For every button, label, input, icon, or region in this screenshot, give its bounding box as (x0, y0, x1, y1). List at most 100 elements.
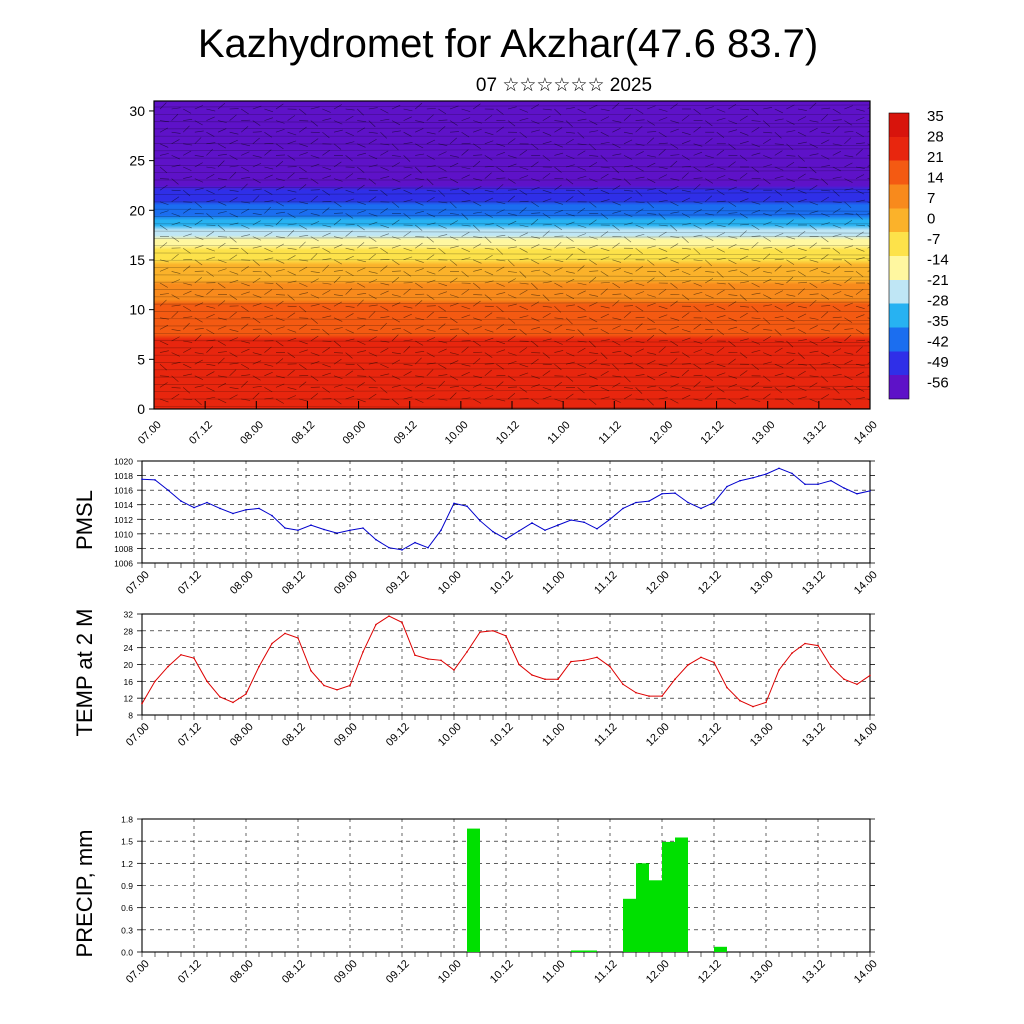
wind-barb (171, 279, 181, 284)
wind-barb (577, 282, 587, 286)
wind-barb (484, 329, 494, 333)
wind-barb (183, 305, 192, 311)
contour-line (154, 208, 870, 212)
wind-barb (496, 108, 504, 115)
wind-barb (414, 357, 422, 365)
wind-barb (797, 396, 807, 400)
wind-barb (426, 311, 434, 319)
wind-barb (368, 120, 376, 128)
wind-barb (194, 277, 202, 284)
wind-barb (171, 196, 180, 203)
wind-barb (739, 294, 747, 301)
wind-barb (635, 119, 645, 121)
wind-barb (565, 236, 574, 242)
wind-barb (287, 369, 295, 377)
wind-barb (681, 213, 691, 218)
wind-barb (786, 259, 795, 265)
wind-barb (751, 381, 760, 388)
wind-barb (589, 294, 599, 297)
wind-barb (403, 387, 412, 392)
wind-barb (809, 185, 818, 191)
wind-barb (705, 360, 714, 365)
wind-barb (252, 220, 261, 226)
wind-barb (658, 371, 668, 377)
wind-barb (275, 340, 284, 347)
wind-barb (484, 280, 494, 284)
series-point (544, 678, 546, 680)
wind-barb (171, 336, 180, 342)
series-point (440, 529, 442, 531)
wind-barb (229, 362, 239, 365)
wind-barb (855, 314, 865, 319)
wind-barb (832, 323, 840, 330)
wind-barb (519, 289, 528, 295)
wind-barb (612, 242, 620, 249)
wind-barb (299, 259, 309, 262)
wind-barb (415, 102, 423, 110)
wind-barb (809, 340, 818, 346)
wind-barb (774, 315, 784, 319)
wind-barb (507, 220, 517, 226)
wind-barb (275, 358, 284, 365)
wind-barb (252, 375, 261, 381)
wind-barb (600, 108, 610, 112)
wind-barb (832, 265, 841, 272)
wind-barb (531, 120, 540, 125)
y-tick-label: 8 (128, 711, 133, 721)
wind-barb (275, 160, 284, 168)
series-point (141, 702, 143, 705)
wind-barb (751, 143, 761, 148)
series-point (258, 507, 260, 510)
wind-barb (774, 387, 783, 394)
wind-barb (565, 278, 575, 284)
wind-barb (821, 189, 831, 192)
wind-barb (577, 305, 586, 311)
wind-barb (264, 231, 273, 237)
wind-barb (589, 270, 599, 272)
wind-barb (832, 305, 841, 312)
wind-barb (287, 280, 297, 284)
wind-barb (542, 329, 552, 334)
wind-barb (867, 270, 870, 272)
wind-barb (449, 277, 458, 284)
wind-barb (751, 398, 761, 402)
wind-barb (357, 224, 365, 231)
wind-barb (484, 255, 493, 261)
wind-barb (623, 196, 632, 203)
wind-barb (438, 201, 448, 204)
wind-barb (797, 173, 806, 179)
wind-barb (820, 178, 829, 185)
y-tick-label: 0.6 (121, 903, 133, 913)
wind-barb (229, 329, 239, 332)
wind-barb (635, 176, 645, 179)
wind-barb (426, 329, 436, 332)
wind-barb (809, 350, 819, 353)
wind-barb (449, 245, 459, 249)
wind-barb (299, 363, 307, 370)
wind-barb (635, 374, 645, 377)
wind-barb (600, 313, 610, 319)
wind-barb (217, 317, 227, 321)
wind-barb (391, 294, 401, 297)
wind-barb (357, 143, 366, 148)
wind-barb (623, 236, 632, 243)
wind-barb (159, 340, 169, 346)
wind-barb (391, 334, 399, 342)
wind-barb (206, 173, 215, 179)
wind-barb (623, 178, 631, 185)
wind-barb (229, 387, 239, 390)
wind-barb (507, 163, 517, 168)
series-point (843, 487, 845, 489)
wind-barb (647, 317, 655, 323)
wind-barb (322, 131, 330, 139)
wind-barb (449, 201, 457, 209)
heatmap-y-tick-label: 5 (137, 351, 145, 367)
contour-line (154, 230, 870, 234)
wind-barb (589, 359, 598, 365)
wind-barb (589, 302, 598, 307)
wind-barb (577, 363, 587, 368)
wind-barb (751, 108, 759, 116)
wind-barb (821, 362, 831, 365)
wind-barb (531, 384, 540, 388)
wind-barb (832, 224, 842, 229)
